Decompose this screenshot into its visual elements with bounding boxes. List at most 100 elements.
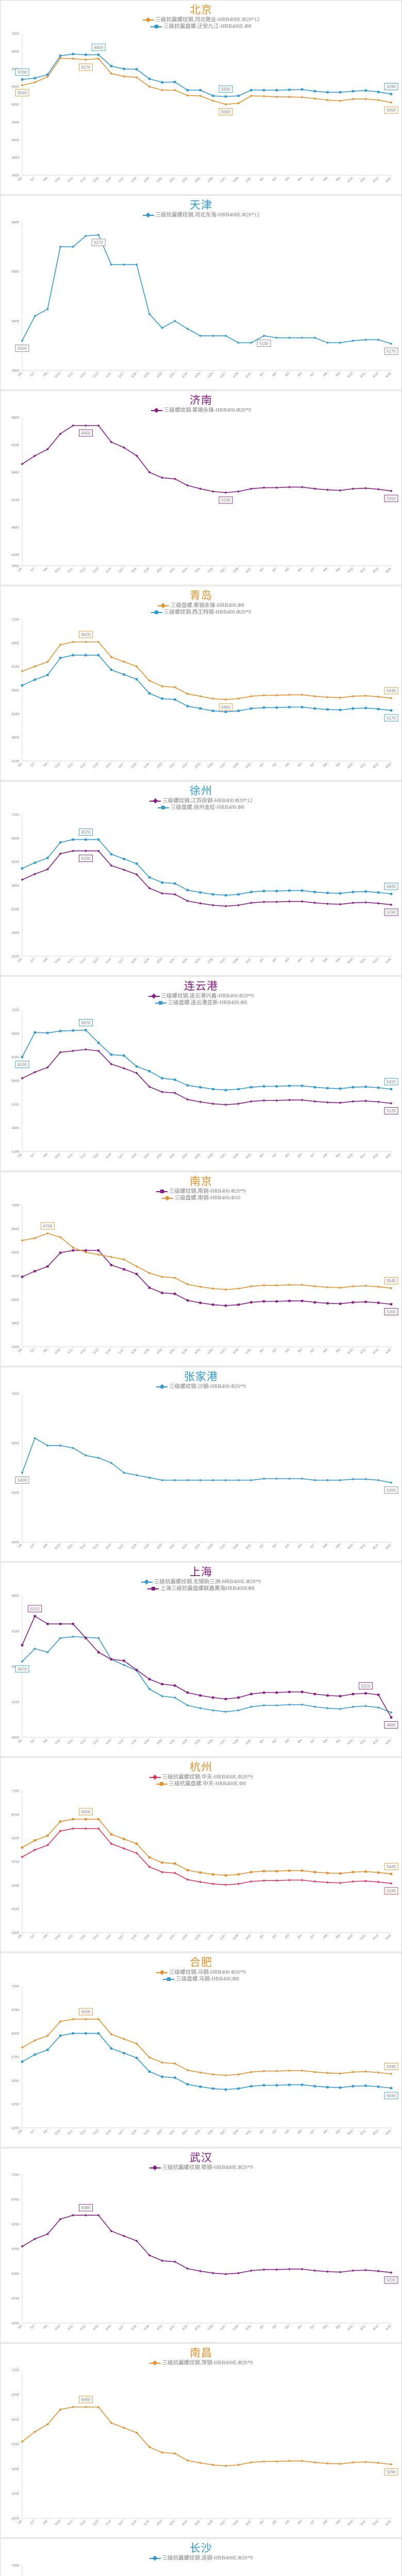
legend-item[interactable]: 三级螺纹钢.江苏徐钢-HRB400.Φ20*12 [1, 798, 401, 804]
chart-legend: 三级螺纹钢.马钢-HRB400.Φ20*9 三级盘螺.马钢-HRB400.Φ8 [1, 1969, 401, 1982]
svg-text:5/17: 5/17 [118, 762, 125, 769]
legend-marker-icon [157, 603, 169, 608]
svg-text:5/10: 5/10 [55, 762, 61, 769]
svg-text:7100: 7100 [12, 618, 20, 622]
svg-text:6/9: 6/9 [336, 1348, 342, 1354]
svg-text:5/7: 5/7 [30, 1739, 36, 1744]
svg-text:7100: 7100 [12, 1009, 20, 1012]
svg-text:5/13: 5/13 [93, 1544, 99, 1550]
svg-text:4200: 4200 [12, 2322, 20, 2326]
svg-text:6800: 6800 [12, 1227, 20, 1231]
svg-text:7100: 7100 [12, 814, 20, 817]
svg-text:5/27: 5/27 [220, 762, 227, 769]
svg-text:5/26: 5/26 [207, 2129, 214, 2136]
chart-legend: 三级抗震螺纹钢.河北东海-HRB400E.Φ20*12 [1, 212, 401, 218]
svg-text:5/24: 5/24 [182, 1934, 189, 1941]
legend-marker-icon [155, 1000, 166, 1006]
legend-item[interactable]: 三级盘螺.南钢-HRB400.Φ10 [1, 1195, 401, 1201]
svg-text:5/18: 5/18 [131, 1153, 138, 1160]
svg-text:6/15: 6/15 [373, 2129, 379, 2136]
svg-text:5/8: 5/8 [43, 372, 49, 378]
chart-plot: 460051005600610066005/65/75/85/105/115/1… [12, 1595, 398, 1745]
legend-item[interactable]: 三级螺纹钢.莱钢永锋-HRB400.Φ20*9 [1, 407, 401, 414]
legend-item[interactable]: 三级抗震螺纹钢.河北东海-HRB400E.Φ20*12 [1, 212, 401, 218]
svg-text:7200: 7200 [12, 1790, 20, 1793]
svg-text:6/11: 6/11 [360, 2325, 367, 2331]
svg-text:5/25: 5/25 [195, 1544, 202, 1550]
svg-text:4200: 4200 [12, 2127, 20, 2130]
svg-text:6/15: 6/15 [373, 177, 379, 183]
svg-text:5/8: 5/8 [43, 2520, 49, 2526]
legend-label: 三级螺纹钢.莱钢永锋-HRB400.Φ20*9 [163, 407, 252, 413]
legend-item[interactable]: 三级螺纹钢.马钢-HRB400.Φ20*9 [1, 1969, 401, 1976]
svg-text:5/27: 5/27 [220, 177, 227, 183]
svg-text:5100: 5100 [259, 341, 269, 346]
svg-text:6570: 6570 [81, 830, 91, 835]
svg-text:6/10: 6/10 [347, 1544, 354, 1550]
svg-text:4000: 4000 [12, 139, 20, 142]
chart-title: 南昌 [190, 2347, 212, 2359]
svg-text:5/31: 5/31 [245, 762, 252, 769]
svg-text:5/20: 5/20 [156, 372, 163, 379]
svg-text:6/2: 6/2 [272, 958, 278, 963]
svg-text:5/10: 5/10 [55, 1153, 61, 1160]
svg-text:5/6: 5/6 [18, 2520, 23, 2526]
svg-text:6200: 6200 [12, 2223, 20, 2227]
svg-text:5/12: 5/12 [80, 1153, 87, 1160]
svg-text:5/14: 5/14 [106, 1348, 112, 1355]
legend-item[interactable]: 三级盘螺.莱钢永锋-HRB400.Φ8 [1, 602, 401, 609]
legend-item[interactable]: 三级抗震螺纹钢.萍钢-HRB400E.Φ20*9 [1, 2360, 401, 2366]
chart-card: 杭州 三级抗震螺纹钢.中天-HRB400E.Φ20*9 三级抗震盘螺.中天-HRB4… [0, 1757, 402, 1952]
svg-text:6700: 6700 [12, 2008, 20, 2012]
svg-text:6500: 6500 [81, 2010, 91, 2014]
legend-item[interactable]: 上海三级抗震盘螺联鑫黄海HRB400EΦ8 [1, 1585, 401, 1592]
chart-title: 杭州 [190, 1761, 212, 1773]
svg-text:5/21: 5/21 [169, 567, 176, 574]
legend-item[interactable]: 三级抗震螺纹钢.无锡新三洲-HRB400E.Φ20*9 [1, 1579, 401, 1585]
legend-item[interactable]: 三级盘螺.马钢-HRB400.Φ8 [1, 1976, 401, 1982]
svg-text:5400: 5400 [12, 320, 20, 324]
svg-text:6300: 6300 [12, 1251, 20, 1255]
legend-item[interactable]: 三级抗震螺纹钢.鄂钢-HRB400E.Φ20*9 [1, 2164, 401, 2171]
legend-item[interactable]: 三级螺纹钢.沙钢-HRB400.Φ20*9 [1, 1383, 401, 1390]
svg-text:6400: 6400 [94, 45, 103, 50]
svg-text:5420: 5420 [387, 1080, 396, 1084]
svg-text:4200: 4200 [12, 1931, 20, 1935]
svg-text:6/10: 6/10 [347, 762, 354, 769]
svg-text:5/14: 5/14 [106, 1544, 112, 1550]
svg-text:6/4: 6/4 [297, 177, 303, 182]
svg-text:6/7: 6/7 [310, 1544, 316, 1549]
svg-text:5/21: 5/21 [169, 1348, 176, 1355]
legend-item[interactable]: 三级盘螺.徐州金虹-HRB400.Φ8 [1, 804, 401, 811]
svg-text:5/18: 5/18 [131, 1934, 138, 1941]
legend-item[interactable]: 三级抗震螺纹钢.河北敬业-HRB400E.Φ20*12 [1, 16, 401, 23]
svg-text:6/16: 6/16 [386, 2129, 392, 2136]
chart-title: 张家港 [184, 1370, 218, 1383]
svg-text:6/9: 6/9 [336, 2325, 342, 2330]
svg-text:6/8: 6/8 [323, 2129, 329, 2135]
legend-item[interactable]: 三级螺纹钢.南钢-HRB400.Φ20*9 [1, 1188, 401, 1195]
svg-text:5000: 5000 [12, 1492, 20, 1495]
svg-text:5/21: 5/21 [169, 2325, 176, 2331]
chart-legend: 三级螺纹钢.南钢-HRB400.Φ20*9 三级盘螺.南钢-HRB400.Φ10 [1, 1188, 401, 1201]
svg-text:5/19: 5/19 [144, 1739, 150, 1745]
svg-text:6270: 6270 [81, 65, 91, 70]
legend-item[interactable]: 三级螺纹钢.连云港兴鑫-HRB400.Φ20*9 [1, 993, 401, 999]
legend-item[interactable]: 三级抗震盘螺.迁安九江-HRB400E.Φ8 [1, 23, 401, 30]
chart-legend: 三级螺纹钢.沙钢-HRB400.Φ20*9 [1, 1383, 401, 1390]
legend-item[interactable]: 三级抗震盘螺.中天-HRB400E.Φ8 [1, 1781, 401, 1787]
svg-text:5/10: 5/10 [55, 2520, 61, 2527]
svg-text:5/17: 5/17 [118, 1934, 125, 1941]
svg-text:6700: 6700 [12, 1813, 20, 1817]
svg-text:5/7: 5/7 [30, 2325, 36, 2330]
legend-item[interactable]: 三级螺纹钢.西王特钢-HRB400.Φ20*9 [1, 609, 401, 616]
svg-text:5/18: 5/18 [131, 1348, 138, 1355]
svg-text:5/17: 5/17 [118, 372, 125, 379]
legend-item[interactable]: 三级盘螺.连云港亚新-HRB400.Φ8 [1, 999, 401, 1006]
svg-text:5/11: 5/11 [68, 1348, 74, 1355]
svg-text:6/16: 6/16 [386, 1153, 392, 1160]
chart-card: 徐州 三级螺纹钢.江苏徐钢-HRB400.Φ20*12 三级盘螺.徐州金虹-HRB4… [0, 781, 402, 976]
svg-text:6/11: 6/11 [360, 177, 367, 183]
legend-item[interactable]: 三级抗震螺纹钢.涟钢-HRB400E.Φ20*9 [1, 2555, 401, 2562]
legend-item[interactable]: 三级抗震螺纹钢.中天-HRB400E.Φ20*9 [1, 1774, 401, 1781]
